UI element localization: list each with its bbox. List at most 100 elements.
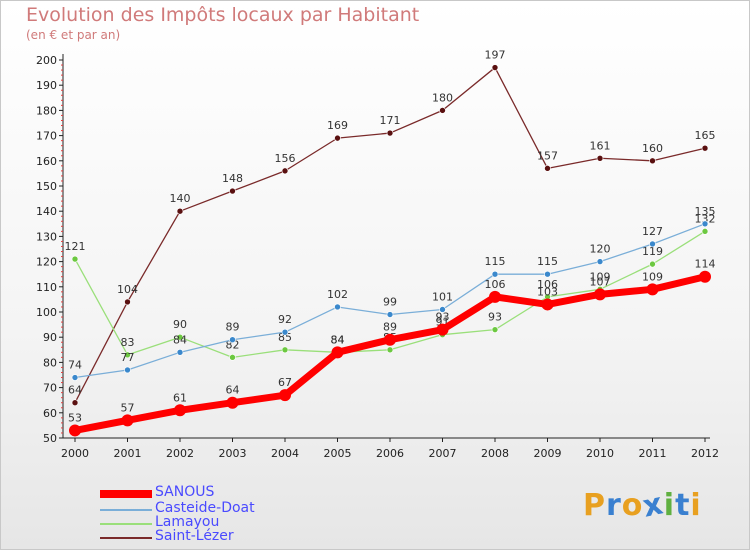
data-label-sanous: 84 bbox=[331, 333, 345, 346]
legend-swatch-lamayou bbox=[100, 523, 152, 525]
x-tick-label: 2012 bbox=[691, 447, 719, 460]
data-label-saint-l-zer: 148 bbox=[222, 172, 243, 185]
y-tick-label: 100 bbox=[36, 306, 57, 319]
legend-swatch-saint-lezer bbox=[100, 537, 152, 539]
x-tick-label: 2010 bbox=[586, 447, 614, 460]
data-point-casteide-doat bbox=[124, 366, 131, 374]
data-label-lamayou: 82 bbox=[226, 338, 240, 351]
data-point-sanous bbox=[279, 389, 291, 402]
data-label-lamayou: 90 bbox=[173, 318, 187, 331]
data-point-saint-l-zer bbox=[281, 167, 289, 175]
data-point-sanous bbox=[69, 424, 81, 437]
x-tick-label: 2006 bbox=[376, 447, 404, 460]
data-label-lamayou: 109 bbox=[590, 270, 611, 283]
y-tick-label: 120 bbox=[36, 256, 57, 269]
data-label-saint-l-zer: 140 bbox=[170, 192, 191, 205]
data-label-sanous: 64 bbox=[226, 384, 240, 397]
data-label-casteide-doat: 120 bbox=[590, 243, 611, 256]
logo-letter: P bbox=[583, 488, 606, 523]
data-label-lamayou: 83 bbox=[121, 336, 135, 349]
x-tick-label: 2002 bbox=[166, 447, 194, 460]
logo-letter: t bbox=[675, 488, 691, 523]
data-point-lamayou bbox=[124, 351, 131, 359]
y-tick-label: 130 bbox=[36, 230, 57, 243]
data-label-casteide-doat: 102 bbox=[327, 288, 348, 301]
legend-label: Casteide-Doat bbox=[155, 500, 255, 516]
legend-item-lamayou: Lamayou bbox=[100, 514, 320, 531]
y-tick-label: 70 bbox=[43, 382, 57, 395]
data-point-sanous bbox=[646, 283, 659, 296]
data-point-sanous bbox=[489, 290, 501, 303]
y-tick-label: 160 bbox=[36, 155, 57, 168]
data-label-lamayou: 85 bbox=[278, 331, 292, 344]
data-point-casteide-doat bbox=[439, 306, 446, 313]
data-label-casteide-doat: 115 bbox=[537, 255, 558, 268]
data-label-casteide-doat: 74 bbox=[68, 359, 82, 372]
x-tick-label: 2011 bbox=[639, 447, 667, 460]
data-point-sanous bbox=[384, 333, 396, 346]
data-label-casteide-doat: 101 bbox=[432, 290, 453, 303]
data-label-saint-l-zer: 156 bbox=[275, 152, 296, 165]
data-point-saint-l-zer bbox=[701, 144, 709, 152]
data-point-saint-l-zer bbox=[176, 207, 184, 215]
legend-item-saint-lezer: Saint-Lézer bbox=[100, 528, 320, 545]
data-point-saint-l-zer bbox=[334, 134, 341, 142]
data-label-casteide-doat: 115 bbox=[485, 255, 506, 268]
legend-swatch-casteide-doat bbox=[100, 509, 152, 511]
data-label-saint-l-zer: 64 bbox=[68, 384, 82, 397]
data-point-casteide-doat bbox=[386, 311, 394, 318]
y-tick-label: 110 bbox=[36, 281, 57, 294]
data-point-sanous bbox=[541, 298, 554, 311]
y-tick-label: 80 bbox=[43, 356, 57, 369]
data-label-sanous: 103 bbox=[537, 285, 558, 298]
data-point-saint-l-zer bbox=[491, 64, 499, 71]
x-tick-label: 2005 bbox=[324, 447, 352, 460]
data-label-saint-l-zer: 169 bbox=[327, 119, 348, 132]
y-tick-label: 170 bbox=[36, 130, 57, 143]
data-label-saint-l-zer: 171 bbox=[380, 114, 401, 127]
data-label-saint-l-zer: 161 bbox=[590, 139, 611, 152]
y-tick-label: 140 bbox=[36, 205, 57, 218]
data-point-saint-l-zer bbox=[596, 154, 604, 162]
data-label-sanous: 106 bbox=[485, 278, 506, 291]
data-point-casteide-doat bbox=[176, 349, 184, 356]
data-label-sanous: 89 bbox=[383, 321, 397, 334]
data-point-casteide-doat bbox=[334, 303, 341, 311]
data-point-saint-l-zer bbox=[71, 399, 79, 407]
data-point-saint-l-zer bbox=[124, 298, 131, 306]
logo-letter: i bbox=[690, 488, 702, 523]
legend-item-sanous: SANOUS bbox=[100, 484, 320, 501]
data-point-saint-l-zer bbox=[439, 107, 446, 114]
data-point-sanous bbox=[699, 270, 711, 283]
data-label-casteide-doat: 84 bbox=[173, 333, 187, 346]
y-tick-label: 200 bbox=[36, 54, 57, 67]
x-tick-label: 2007 bbox=[429, 447, 457, 460]
y-tick-label: 90 bbox=[43, 331, 57, 344]
data-label-saint-l-zer: 180 bbox=[432, 91, 453, 104]
data-point-sanous bbox=[331, 346, 344, 359]
y-tick-label: 190 bbox=[36, 79, 57, 92]
data-point-lamayou bbox=[229, 354, 236, 361]
data-point-lamayou bbox=[386, 346, 394, 354]
logo-letter: r bbox=[606, 488, 622, 523]
data-point-saint-l-zer bbox=[229, 187, 236, 195]
data-label-casteide-doat: 135 bbox=[695, 205, 716, 218]
data-label-sanous: 67 bbox=[278, 376, 292, 389]
data-point-lamayou bbox=[71, 255, 79, 263]
data-label-saint-l-zer: 197 bbox=[485, 49, 506, 62]
legend-label: Lamayou bbox=[155, 514, 220, 530]
data-point-casteide-doat bbox=[71, 374, 79, 381]
data-point-sanous bbox=[436, 323, 449, 336]
data-point-sanous bbox=[121, 414, 134, 427]
x-tick-label: 2009 bbox=[534, 447, 562, 460]
y-tick-label: 50 bbox=[43, 432, 57, 445]
data-label-lamayou: 119 bbox=[642, 245, 663, 258]
logo-letter: o bbox=[621, 488, 644, 523]
data-label-sanous: 61 bbox=[173, 391, 187, 404]
data-label-sanous: 114 bbox=[695, 258, 716, 271]
data-label-sanous: 93 bbox=[436, 311, 450, 324]
data-label-casteide-doat: 89 bbox=[226, 321, 240, 334]
x-tick-label: 2001 bbox=[114, 447, 142, 460]
